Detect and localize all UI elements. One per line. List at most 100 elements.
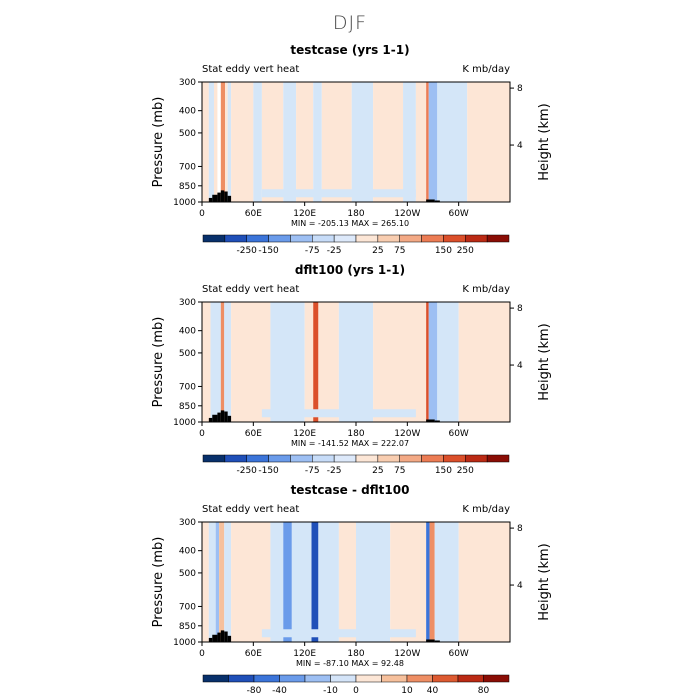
y-axis-label-right: Height (km) [537, 543, 552, 620]
field-band [467, 82, 510, 202]
colorbar-swatch [443, 234, 466, 243]
colorbar-swatch [228, 674, 255, 683]
field-band [283, 522, 292, 642]
field-band [458, 302, 510, 422]
y-tick-label: 1000 [173, 638, 196, 648]
panel-title: testcase - dflt100 [291, 483, 410, 497]
colorbar-label: 25 [372, 246, 383, 256]
field-contours [202, 522, 510, 642]
colorbar-swatch [246, 454, 269, 463]
colorbar-swatch [381, 674, 408, 683]
field-band [429, 522, 435, 642]
field-band [270, 522, 284, 642]
y-axis-label: Pressure (mb) [151, 97, 166, 188]
topography-block [220, 630, 225, 642]
topography-block [224, 631, 228, 642]
topography-block [220, 190, 225, 202]
chart-panel-dflt100: dflt100 (yrs 1-1) Stat eddy vert heat K mb… [0, 262, 700, 476]
colorbar-label: -25 [327, 466, 342, 476]
colorbar-label: -250 [236, 466, 257, 476]
field-band [318, 302, 339, 422]
topography-mask [208, 190, 440, 202]
field-band [219, 522, 225, 642]
topography-mask [208, 410, 440, 422]
colorbar-label: 25 [372, 466, 383, 476]
x-tick-label: 120W [394, 209, 420, 219]
y-tick-label: 500 [179, 129, 196, 139]
colorbar-swatch [279, 674, 306, 683]
colorbar-swatch [333, 234, 357, 243]
colorbar-label: 80 [478, 686, 490, 696]
colorbar-label: 250 [457, 246, 474, 256]
x-tick-label: 0 [199, 209, 205, 219]
field-band [428, 302, 438, 422]
field-band [313, 82, 322, 202]
field-band [403, 82, 416, 202]
colorbar-label: -250 [236, 246, 257, 256]
page-title: DJF [332, 12, 368, 34]
height-tick-label: 8 [517, 524, 523, 534]
y-tick-label: 700 [179, 602, 196, 612]
y-tick-label: 400 [179, 107, 196, 117]
colorbar-swatch [202, 674, 229, 683]
colorbar-swatch [486, 454, 510, 463]
units-label: K mb/day [462, 284, 510, 295]
colorbar-swatch [355, 454, 379, 463]
topography-block [224, 411, 228, 422]
y-tick-label: 850 [179, 622, 196, 632]
colorbar-label: 150 [435, 246, 452, 256]
colorbar-label: -75 [305, 466, 320, 476]
topography-block [426, 199, 435, 202]
field-band [210, 302, 221, 422]
field-band [261, 409, 416, 418]
colorbar-label: 10 [401, 686, 413, 696]
y-tick-label: 300 [179, 78, 196, 88]
field-band [426, 522, 430, 642]
topography-block [208, 197, 213, 202]
colorbar-swatch [224, 454, 247, 463]
field-band [351, 82, 374, 202]
field-band [283, 82, 297, 202]
y-tick-label: 1000 [173, 418, 196, 428]
topography-block [227, 415, 232, 422]
height-tick-label: 4 [517, 141, 523, 151]
units-label: K mb/day [462, 504, 510, 515]
field-band [227, 82, 232, 202]
y-tick-label: 300 [179, 518, 196, 528]
x-tick-label: 180 [347, 429, 364, 439]
topography-block [434, 200, 440, 202]
topography-block [208, 417, 213, 422]
colorbar-swatch [224, 234, 247, 243]
x-tick-label: 60E [245, 209, 262, 219]
field-contours [202, 82, 510, 202]
y-tick-label: 700 [179, 162, 196, 172]
field-band [458, 522, 510, 642]
colorbar-label: -150 [258, 246, 279, 256]
y-tick-label: 500 [179, 349, 196, 359]
colorbar-swatch [406, 674, 433, 683]
colorbar-label: 75 [394, 466, 405, 476]
topography-block [217, 412, 221, 422]
y-axis-label: Pressure (mb) [151, 537, 166, 628]
y-axis-label-right: Height (km) [537, 103, 552, 180]
colorbar-swatch [268, 454, 291, 463]
field-band [215, 522, 220, 642]
x-tick-label: 60W [448, 209, 468, 219]
field-band [437, 82, 468, 202]
topography-block [227, 635, 232, 642]
colorbar-swatch [377, 234, 400, 243]
y-tick-label: 500 [179, 569, 196, 579]
colorbar: -250 -150 -75 -25 25 75 150 250 [202, 234, 510, 256]
colorbar-label: -25 [327, 246, 342, 256]
colorbar-swatch [304, 674, 331, 683]
field-band [224, 522, 232, 642]
field-band [270, 302, 305, 422]
min-max-stats: MIN = -141.52 MAX = 222.07 [291, 439, 409, 448]
field-band [428, 82, 438, 202]
colorbar-swatch [246, 234, 269, 243]
x-tick-label: 60W [448, 649, 468, 659]
colorbar-swatch [312, 454, 335, 463]
topography-block [212, 194, 218, 202]
field-band [356, 522, 391, 642]
topography-block [426, 639, 435, 642]
